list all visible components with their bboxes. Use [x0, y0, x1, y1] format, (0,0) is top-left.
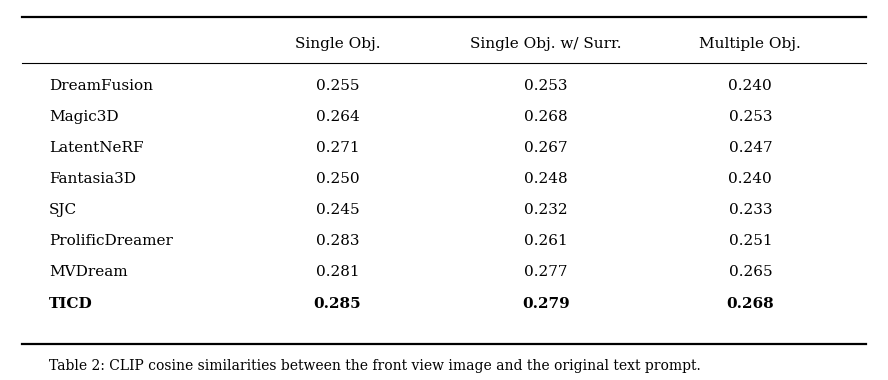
Text: 0.285: 0.285 [313, 297, 361, 310]
Text: 0.240: 0.240 [728, 79, 773, 92]
Text: 0.283: 0.283 [316, 234, 359, 248]
Text: 0.240: 0.240 [728, 172, 773, 186]
Text: 0.261: 0.261 [524, 234, 568, 248]
Text: 0.265: 0.265 [728, 266, 773, 279]
Text: 0.271: 0.271 [315, 141, 360, 155]
Text: Single Obj. w/ Surr.: Single Obj. w/ Surr. [471, 37, 622, 51]
Text: 0.268: 0.268 [524, 110, 568, 124]
Text: Multiple Obj.: Multiple Obj. [700, 37, 801, 51]
Text: ProlificDreamer: ProlificDreamer [49, 234, 172, 248]
Text: 0.253: 0.253 [525, 79, 567, 92]
Text: SJC: SJC [49, 203, 77, 217]
Text: 0.253: 0.253 [729, 110, 772, 124]
Text: Table 2: CLIP cosine similarities between the front view image and the original : Table 2: CLIP cosine similarities betwee… [49, 359, 701, 372]
Text: TICD: TICD [49, 297, 92, 310]
Text: 0.250: 0.250 [315, 172, 360, 186]
Text: 0.267: 0.267 [524, 141, 568, 155]
Text: 0.277: 0.277 [525, 266, 567, 279]
Text: 0.232: 0.232 [524, 203, 568, 217]
Text: Single Obj.: Single Obj. [295, 37, 380, 51]
Text: 0.255: 0.255 [316, 79, 359, 92]
Text: 0.264: 0.264 [315, 110, 360, 124]
Text: Magic3D: Magic3D [49, 110, 118, 124]
Text: 0.279: 0.279 [522, 297, 570, 310]
Text: 0.268: 0.268 [726, 297, 774, 310]
Text: DreamFusion: DreamFusion [49, 79, 153, 92]
Text: 0.233: 0.233 [729, 203, 772, 217]
Text: 0.247: 0.247 [728, 141, 773, 155]
Text: Fantasia3D: Fantasia3D [49, 172, 136, 186]
Text: 0.245: 0.245 [315, 203, 360, 217]
Text: 0.281: 0.281 [315, 266, 360, 279]
Text: LatentNeRF: LatentNeRF [49, 141, 143, 155]
Text: 0.251: 0.251 [728, 234, 773, 248]
Text: 0.248: 0.248 [524, 172, 568, 186]
Text: MVDream: MVDream [49, 266, 128, 279]
